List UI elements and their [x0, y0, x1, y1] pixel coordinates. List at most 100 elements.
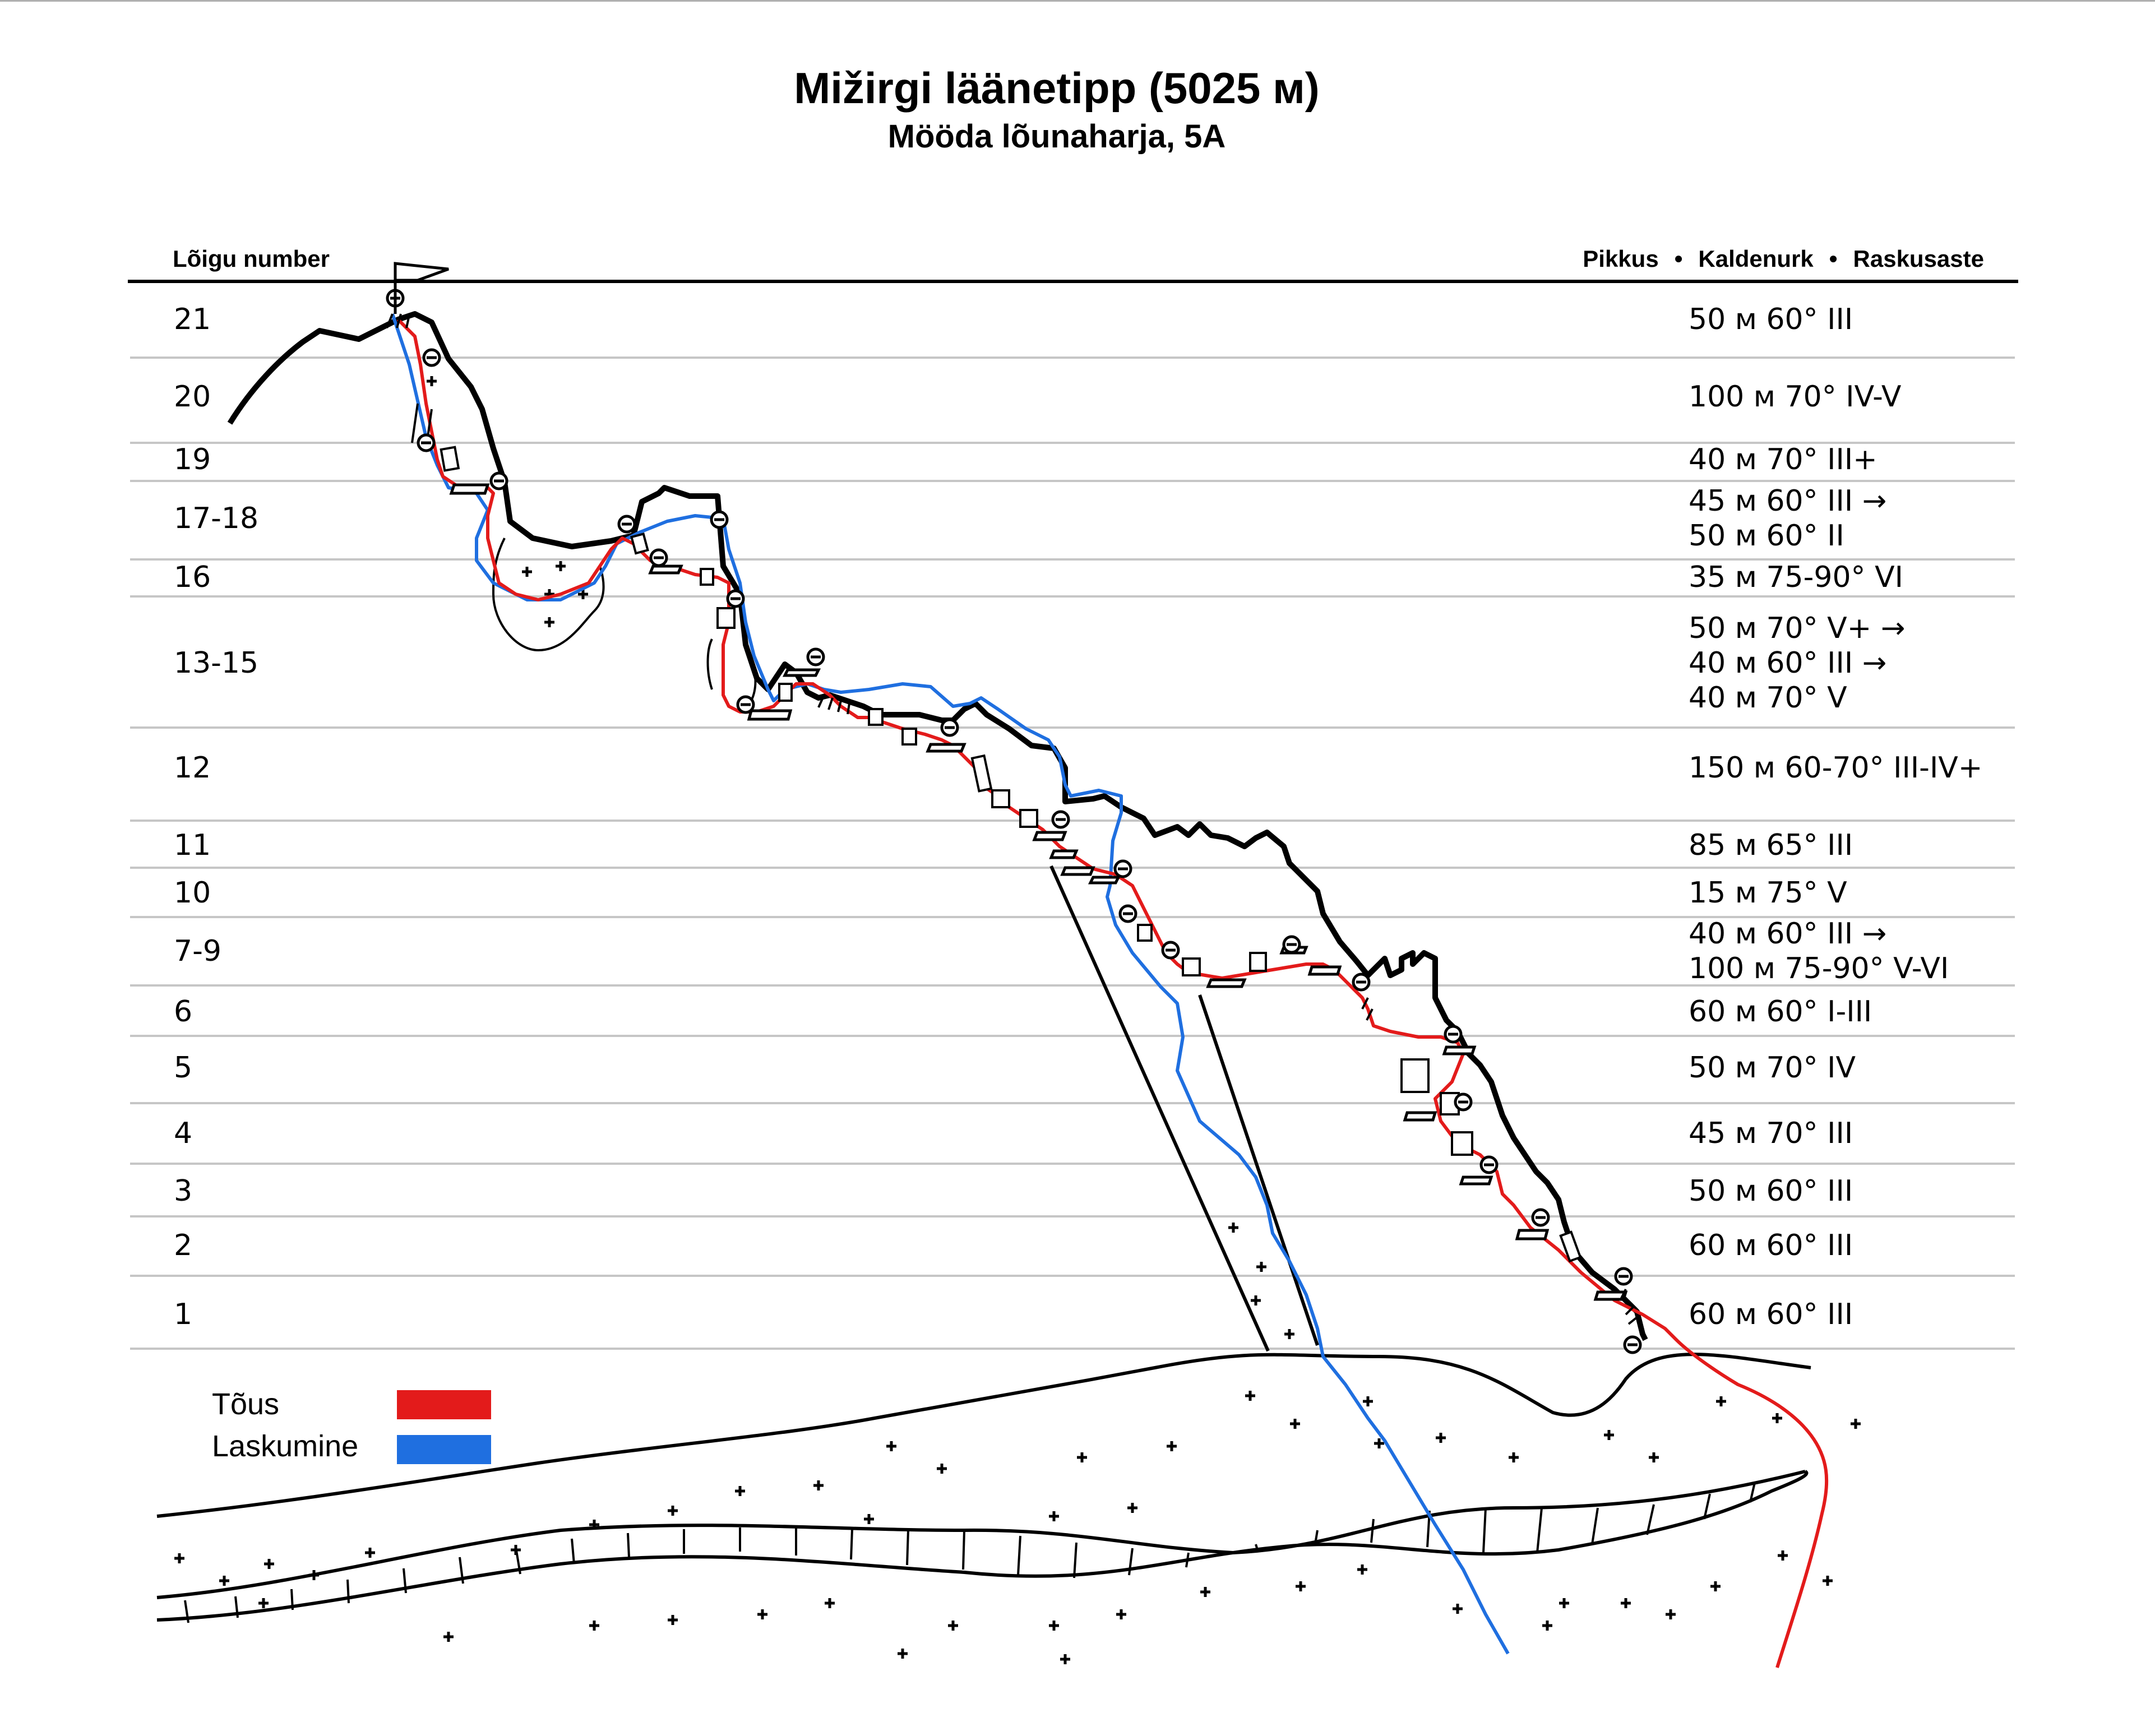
section-description: 40 м 70° III+ — [1689, 442, 1877, 477]
section-description: 50 м 60° III — [1689, 1174, 1853, 1209]
section-number: 4 — [174, 1117, 193, 1150]
snow-cross-mark — [1823, 1576, 1833, 1586]
snow-cross-mark — [219, 1576, 229, 1586]
snow-cross-mark — [1290, 1419, 1300, 1429]
section-description: 50 м 60° III — [1689, 302, 1853, 337]
section-number: 19 — [174, 443, 211, 476]
section-spec-line: 60 м 60° III — [1689, 1298, 1853, 1331]
snow-cross-mark — [443, 1632, 454, 1642]
section-spec-line: 40 м 70° III+ — [1689, 443, 1877, 476]
row-divider — [130, 480, 2015, 482]
legend-descent-swatch — [397, 1435, 491, 1464]
couloir — [1049, 865, 1319, 1352]
snow-cross-mark — [813, 1480, 824, 1490]
section-spec-line: 40 м 60° III → — [1689, 917, 1887, 951]
snow-cross-mark — [1374, 1438, 1384, 1448]
section-number: 6 — [174, 995, 193, 1029]
section-description: 50 м 70° IV — [1689, 1050, 1856, 1085]
snow-cross-mark — [1363, 1396, 1373, 1406]
snow-cross-mark — [1357, 1564, 1367, 1575]
top-border — [0, 0, 2155, 2]
snow-cross-mark — [1060, 1654, 1070, 1664]
snow-cross-mark — [589, 1621, 599, 1631]
section-spec-line: 40 м 70° V — [1689, 681, 1847, 715]
section-description: 45 м 70° III — [1689, 1116, 1853, 1151]
snow-cross-mark — [1200, 1587, 1210, 1597]
snow-cross-mark — [1772, 1413, 1782, 1423]
row-divider — [130, 726, 2015, 729]
section-spec-line: 100 м 75-90° V-VI — [1689, 952, 1949, 985]
section-spec-line: 50 м 70° IV — [1689, 1051, 1856, 1085]
section-spec-line: 45 м 70° III — [1689, 1117, 1853, 1150]
section-spec-line: 35 м 75-90° VI — [1689, 561, 1903, 594]
summit-flag-icon — [394, 262, 449, 314]
section-spec-line: 15 м 75° V — [1689, 876, 1847, 910]
snow-cross-mark — [1621, 1598, 1631, 1608]
section-number: 17-18 — [174, 502, 259, 535]
snow-cross-mark — [1228, 1223, 1238, 1233]
section-spec-line: 40 м 60° III → — [1689, 646, 1887, 680]
header-separator: • — [1829, 246, 1838, 272]
overhang-hatch — [386, 313, 1638, 1325]
snow-cross-mark — [1716, 1396, 1726, 1406]
section-number: 7-9 — [174, 934, 221, 968]
glacier — [156, 1353, 1811, 1623]
snow-cross-mark — [264, 1559, 274, 1569]
snow-cross-mark — [1116, 1609, 1126, 1619]
header-grade: Raskusaste — [1853, 246, 1984, 272]
page-subtitle: Mööda lõunaharja, 5A — [887, 118, 1226, 155]
legend-descent-label: Laskumine — [212, 1429, 359, 1463]
ridge-profile — [227, 311, 1648, 1341]
bracket-marks — [706, 638, 757, 701]
snow-cross-mark — [1077, 1452, 1087, 1462]
snow-cross-mark — [1666, 1609, 1676, 1619]
section-number: 13-15 — [174, 646, 259, 680]
section-spec-line: 100 м 70° IV-V — [1689, 380, 1902, 414]
row-divider — [130, 558, 2015, 561]
snow-cross-mark — [825, 1598, 835, 1608]
section-description: 50 м 70° V+ → 40 м 60° III → 40 м 70° V — [1689, 611, 1905, 715]
row-divider — [130, 984, 2015, 987]
section-description: 85 м 65° III — [1689, 828, 1853, 863]
section-description: 100 м 70° IV-V — [1689, 379, 1901, 414]
snow-cross-mark — [1453, 1604, 1463, 1614]
page-title: Mižirgi läänetipp (5025 м) — [794, 63, 1320, 113]
ascent-route-line — [396, 318, 1829, 1668]
snow-cross-mark — [1245, 1391, 1255, 1401]
descent-route-line — [391, 313, 1510, 1655]
snow-cross-mark — [1127, 1503, 1137, 1513]
snow-cross-mark — [556, 561, 566, 571]
snow-cross-mark — [1167, 1441, 1177, 1451]
section-spec-line: 150 м 60-70° III-IV+ — [1689, 751, 1983, 785]
snow-cross-mark — [757, 1609, 767, 1619]
snow-cross-mark — [1049, 1511, 1059, 1521]
section-description: 40 м 60° III → 100 м 75-90° V-VI — [1689, 916, 1949, 986]
section-spec-line: 60 м 60° I-III — [1689, 995, 1872, 1029]
section-description: 60 м 60° I-III — [1689, 994, 1872, 1029]
snow-cross-mark — [1542, 1621, 1552, 1631]
row-divider — [130, 357, 2015, 359]
snow-cross-mark — [589, 1520, 599, 1530]
section-spec-line: 50 м 60° II — [1689, 519, 1844, 553]
row-divider — [130, 1215, 2015, 1217]
snow-cross-mark — [735, 1486, 745, 1496]
snow-cross-mark — [258, 1598, 269, 1608]
snow-cross-mark — [427, 376, 437, 386]
snowfield-outline — [492, 538, 605, 652]
snow-cross-mark — [1559, 1598, 1569, 1608]
snow-cross-mark — [1509, 1452, 1519, 1462]
snow-cross-mark — [1251, 1295, 1261, 1306]
snow-cross-mark — [937, 1464, 947, 1474]
section-number: 16 — [174, 561, 211, 594]
section-description: 150 м 60-70° III-IV+ — [1689, 751, 1982, 785]
section-number: 5 — [174, 1051, 193, 1085]
section-spec-line: 85 м 65° III — [1689, 828, 1853, 862]
section-number: 1 — [174, 1298, 193, 1331]
section-description: 60 м 60° III — [1689, 1297, 1853, 1332]
snow-cross-mark — [1604, 1430, 1614, 1440]
section-number: 11 — [174, 828, 211, 862]
snow-cross-mark — [578, 589, 588, 599]
section-spec-line: 45 м 60° III → — [1689, 484, 1887, 518]
section-number: 20 — [174, 380, 211, 414]
snow-cross-mark — [948, 1621, 958, 1631]
